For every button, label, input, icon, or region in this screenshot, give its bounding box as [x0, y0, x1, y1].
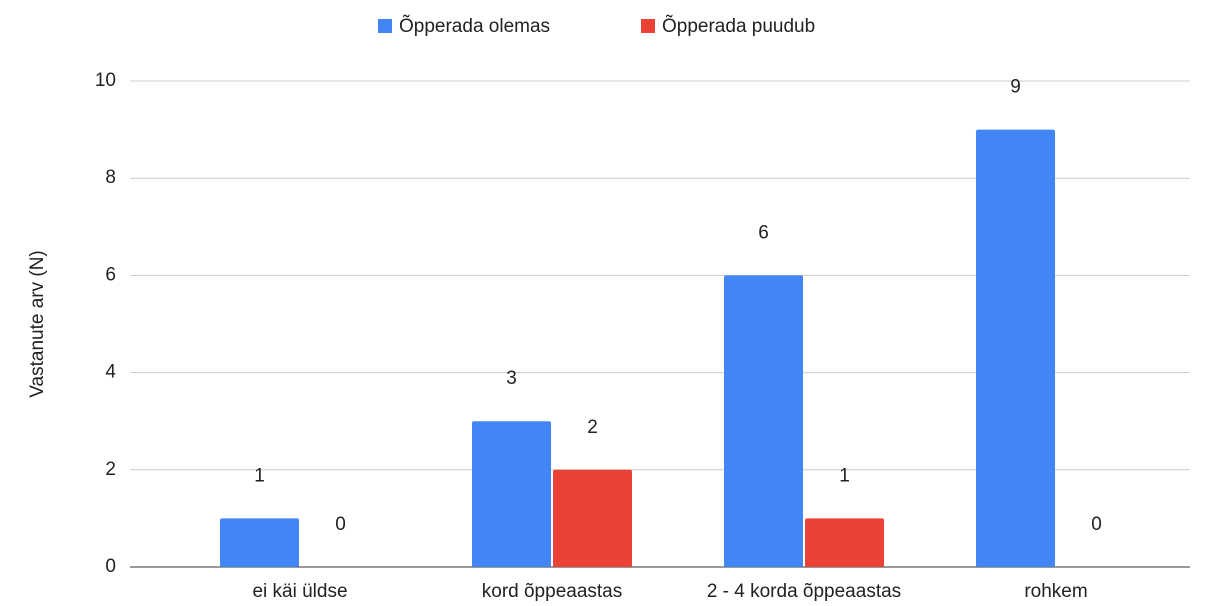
y-axis-label: Vastanute arv (N)	[27, 250, 48, 397]
legend-label: Õpperada puudub	[662, 15, 815, 37]
y-tick-label: 0	[105, 556, 116, 577]
value-label: 1	[839, 465, 850, 486]
value-label: 1	[254, 465, 265, 486]
value-label: 0	[335, 514, 346, 535]
y-tick-label: 10	[95, 70, 116, 91]
y-tick-label: 8	[105, 167, 116, 188]
y-tick-label: 2	[105, 459, 116, 480]
bar	[724, 275, 803, 567]
value-label: 3	[506, 368, 517, 389]
y-tick-label: 4	[105, 362, 116, 383]
value-label: 6	[758, 222, 769, 243]
y-tick-label: 6	[105, 264, 116, 285]
legend-swatch	[641, 19, 655, 33]
value-label: 9	[1010, 77, 1021, 98]
x-tick-label: 2 - 4 korda õppeaastas	[707, 581, 901, 602]
value-label: 0	[1091, 514, 1102, 535]
legend-label: Õpperada olemas	[399, 15, 550, 37]
bar	[472, 421, 551, 567]
x-tick-label: kord õppeaastas	[482, 581, 623, 602]
legend-swatch	[378, 19, 392, 33]
value-label: 2	[587, 417, 598, 438]
x-tick-label: ei käi üldse	[252, 581, 347, 602]
bar	[976, 129, 1055, 567]
bar	[805, 518, 884, 567]
bar	[220, 518, 299, 567]
bar	[553, 469, 632, 567]
x-tick-label: rohkem	[1024, 581, 1087, 602]
